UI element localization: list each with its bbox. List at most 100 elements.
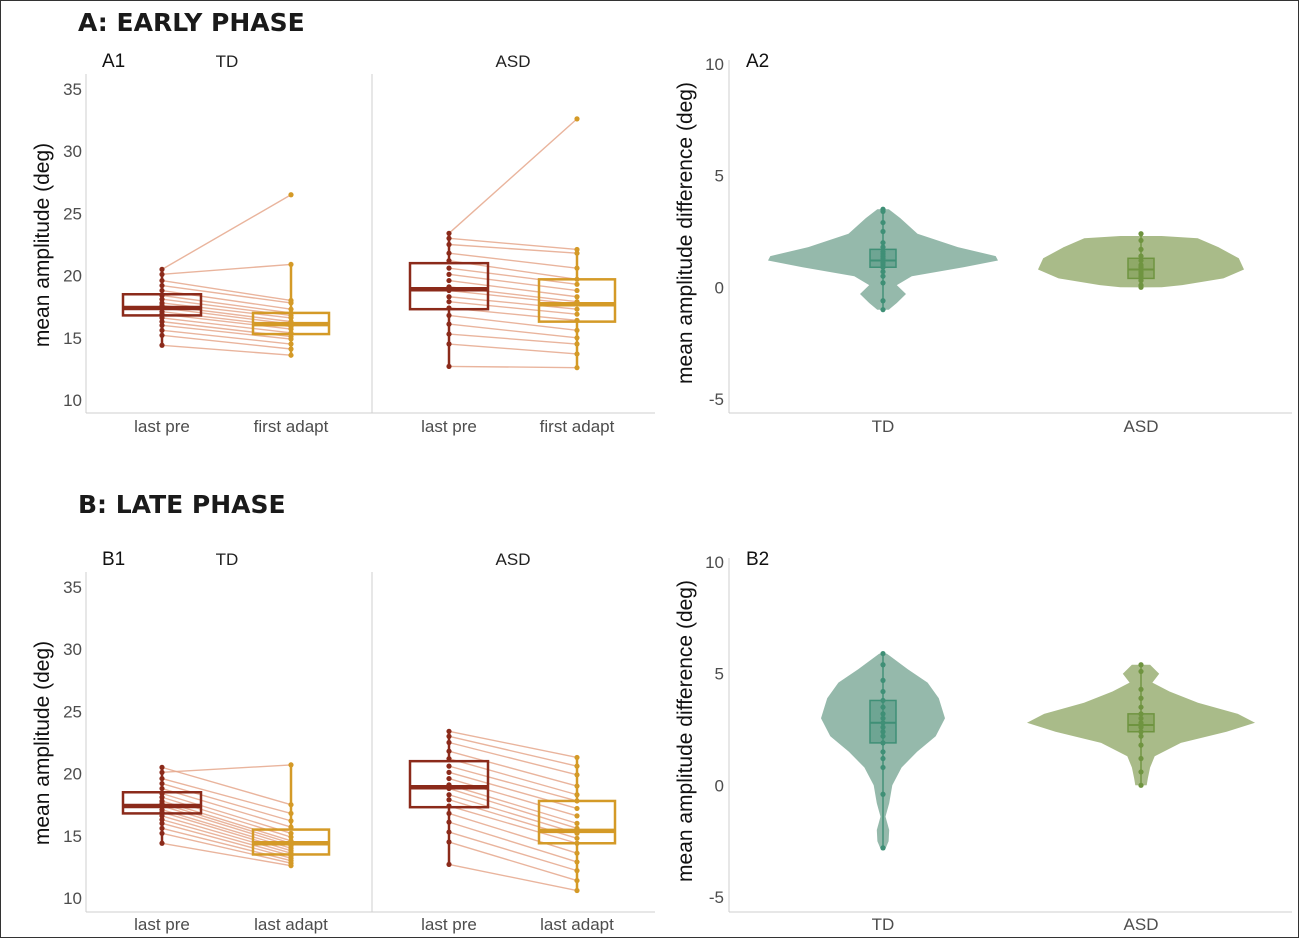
b1-td-pre-point [159, 840, 165, 846]
b1-td-pair-line [161, 782, 292, 822]
a1-asd-post-point [574, 311, 580, 317]
a1-td-pair-line [161, 329, 292, 345]
b2-asd-point [1138, 704, 1144, 710]
y-tick-label-b1: 15 [63, 827, 82, 846]
a1-td-pre-point [159, 319, 165, 325]
a1-asd-pre-point [446, 241, 452, 248]
a1-td-pre-point [159, 342, 165, 348]
b2-asd-point [1138, 755, 1144, 762]
b1-asd-pre-point [446, 785, 452, 792]
b1-td-pair-line [161, 766, 292, 806]
a1-asd-pre-point [446, 265, 452, 271]
a1-asd-pair-line [448, 343, 578, 355]
b2-asd-point [1138, 662, 1144, 668]
facet-label-td-b: TD [216, 550, 239, 569]
a1-td-pair-line [161, 317, 292, 334]
b1-asd-pre-point [446, 792, 452, 798]
a1-td-post-point [288, 352, 294, 358]
b2-td-point [880, 720, 886, 726]
b1-td-pre-point [159, 825, 165, 831]
y-tick-label-b1: 30 [63, 640, 82, 659]
a1-td-pre-point [159, 315, 165, 321]
b1-td-pre-point [159, 830, 165, 836]
a1-asd-pre-point [446, 321, 452, 327]
a1-td-pre-point [159, 327, 165, 333]
a1-asd-pair-line [448, 267, 578, 286]
y-tick-label-b2: 10 [705, 553, 724, 572]
a1-td-pre-point [159, 305, 165, 311]
a1-asd-post-point [574, 246, 580, 253]
b1-asd-pair-line [448, 805, 578, 844]
y-tick-label-b2: 0 [715, 776, 724, 795]
a1-td-pre-point [159, 277, 165, 284]
a2-td-point [880, 208, 886, 214]
b1-td-pre-point [159, 813, 165, 819]
a1-td-post-point [288, 346, 294, 352]
x-tick-asd-pre-b: last pre [421, 915, 477, 934]
a1-asd-post-point [574, 265, 580, 271]
b1-td-pre-point [159, 803, 165, 809]
a1-asd-pair-line [448, 365, 578, 369]
a1-asd-pre-point [446, 230, 452, 236]
x-tick-td-post-a: first adapt [254, 417, 329, 436]
b2-asd-point [1138, 733, 1144, 739]
a1-asd-pre-point [446, 250, 452, 256]
b2-td-point [880, 845, 886, 851]
b2-asd-point [1138, 769, 1144, 775]
b1-asd-pair-line [448, 765, 578, 802]
b1-asd-pair-line [448, 730, 578, 759]
b1-td-post-point [288, 762, 294, 768]
a1-td-pair-line [161, 307, 292, 325]
a1-asd-pre-point [446, 305, 452, 311]
a1-asd-pre-point [446, 258, 452, 264]
x-tick-asd-post-a: first adapt [540, 417, 615, 436]
b1-asd-post-point [574, 783, 580, 789]
y-tick-label-a1: 10 [63, 391, 82, 410]
a1-asd-pre-point [446, 312, 452, 319]
y-axis-title-a1: mean amplitude (deg) [31, 143, 54, 347]
a1-asd-post-point [574, 250, 580, 256]
b1-asd-pair-line [448, 771, 578, 810]
a1-td-pair-line [161, 344, 292, 356]
b2-td-point [880, 662, 886, 668]
b1-td-pair-line [161, 792, 292, 834]
b2-td-point [880, 711, 886, 717]
b1-asd-pre-point [446, 782, 452, 788]
a1-td-post-point [288, 300, 294, 306]
y-tick-label-b1: 10 [63, 889, 82, 908]
b1-asd-pre-point [446, 861, 452, 868]
b1-asd-pair-line [448, 863, 578, 892]
b1-asd-post-point [574, 830, 580, 836]
a1-asd-pair-line [448, 118, 578, 234]
b1-asd-post-point [574, 798, 580, 804]
b1-asd-pre-point [446, 728, 452, 734]
b2-asd-point [1138, 742, 1144, 748]
b1-td-pre-point [159, 794, 165, 800]
y-tick-label-b1: 35 [63, 578, 82, 597]
x-tick-asd-a2: ASD [1124, 417, 1159, 436]
a1-asd-pre-point [446, 271, 452, 277]
a1-td-pair-line [161, 294, 292, 314]
a1-td-post-point [288, 261, 294, 268]
facet-label-asd-a: ASD [496, 52, 531, 71]
y-tick-label-b2: 5 [715, 665, 724, 684]
a1-asd-post-point [574, 306, 580, 312]
a1-td-pre-point [159, 282, 165, 289]
b1-td-post-point [288, 834, 294, 840]
b1-td-pre-point [159, 780, 165, 787]
a1-asd-post-point [574, 365, 580, 371]
b1-asd-pair-line [448, 750, 578, 787]
a1-asd-pair-line [448, 333, 578, 345]
x-tick-td-b2: TD [872, 915, 895, 934]
b2-td-point [880, 791, 886, 797]
a1-asd-pre-point [446, 294, 452, 300]
a1-td-pair-line [161, 263, 292, 276]
a1-asd-pre-point [446, 287, 452, 294]
panel-tag-a1: A1 [102, 51, 125, 72]
a2-td-point [880, 280, 886, 286]
b1-asd-pre-point [446, 810, 452, 817]
b1-asd-pre-point [446, 739, 452, 746]
y-tick-label-b1: 20 [63, 765, 82, 784]
b1-asd-pair-line [448, 735, 578, 767]
b1-asd-pre-point [446, 733, 452, 739]
